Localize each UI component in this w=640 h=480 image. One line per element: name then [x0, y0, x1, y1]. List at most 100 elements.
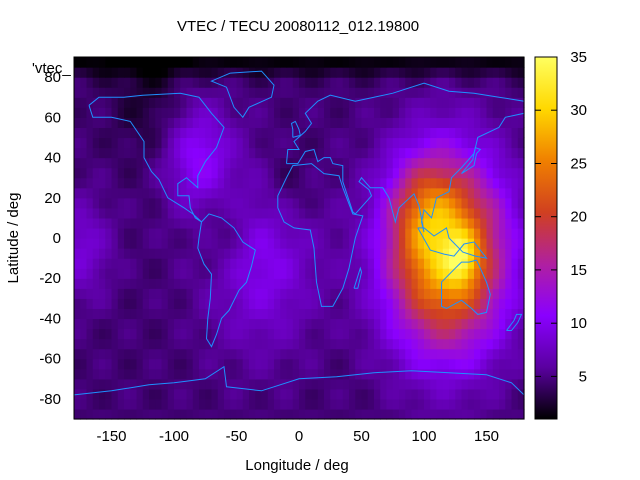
heat-cell — [286, 408, 294, 420]
heat-cell — [405, 187, 413, 199]
heat-cell — [299, 248, 306, 259]
heat-cell — [299, 197, 306, 209]
heat-cell — [224, 197, 231, 209]
heat-cell — [255, 187, 263, 199]
heat-cell — [92, 378, 100, 390]
heat-cell — [274, 308, 281, 320]
heat-cell — [242, 388, 250, 400]
heat-cell — [142, 348, 150, 360]
heat-cell — [299, 137, 306, 149]
heat-cell — [505, 167, 513, 179]
heat-cell — [286, 388, 294, 400]
heat-cell — [374, 368, 381, 380]
heat-cell — [205, 67, 213, 78]
heat-cell — [449, 57, 456, 68]
heat-cell — [317, 57, 325, 68]
heat-cell — [211, 147, 219, 159]
heat-cell — [461, 117, 469, 128]
heat-cell — [267, 268, 275, 279]
heat-cell — [130, 217, 138, 229]
heat-cell — [374, 248, 381, 259]
heat-cell — [211, 67, 219, 78]
heat-cell — [99, 157, 106, 169]
heat-cell — [486, 227, 494, 239]
heat-cell — [361, 67, 369, 78]
heat-cell — [174, 107, 181, 118]
heat-cell — [80, 137, 88, 149]
heat-cell — [280, 127, 288, 139]
heat-cell — [405, 368, 413, 380]
heat-cell — [455, 308, 463, 320]
heat-cell — [486, 117, 494, 128]
heat-cell — [411, 338, 419, 350]
heat-cell — [317, 288, 325, 299]
heat-cell — [392, 77, 400, 88]
heat-cell — [436, 318, 444, 330]
heat-cell — [217, 137, 225, 149]
heat-cell — [149, 368, 156, 380]
heat-cell — [492, 258, 500, 269]
heat-cell — [374, 207, 381, 219]
heat-cell — [405, 378, 413, 390]
heat-cell — [92, 107, 100, 118]
colorbar-tick-label: 30 — [570, 102, 587, 119]
heat-cell — [442, 378, 450, 390]
heat-cell — [255, 368, 263, 380]
heat-cell — [355, 298, 363, 309]
heat-cell — [355, 238, 363, 249]
heat-cell — [86, 77, 94, 88]
heat-cell — [499, 127, 506, 139]
heat-cell — [180, 187, 188, 199]
heat-cell — [374, 157, 381, 169]
heat-cell — [336, 127, 344, 139]
heat-cell — [142, 147, 150, 159]
heat-cell — [117, 167, 125, 179]
heat-cell — [480, 358, 488, 370]
heat-cell — [236, 368, 244, 380]
heat-cell — [224, 117, 231, 128]
heat-cell — [111, 227, 119, 239]
heat-cell — [386, 117, 394, 128]
heat-cell — [411, 288, 419, 299]
heat-cell — [367, 408, 375, 420]
heat-cell — [111, 328, 119, 340]
heat-cell — [305, 408, 313, 420]
heat-cell — [474, 338, 481, 350]
heat-cell — [167, 107, 175, 118]
heat-cell — [242, 328, 250, 340]
heat-cell — [130, 77, 138, 88]
heat-cell — [424, 408, 431, 420]
heat-cell — [305, 187, 313, 199]
heat-cell — [236, 217, 244, 229]
heat-cell — [136, 77, 144, 88]
heat-cell — [361, 137, 369, 149]
heat-cell — [317, 227, 325, 239]
heat-cell — [336, 177, 344, 189]
heat-cell — [199, 207, 206, 219]
heat-cell — [392, 378, 400, 390]
heat-cell — [355, 408, 363, 420]
heat-cell — [311, 238, 319, 249]
heat-cell — [205, 97, 213, 108]
y-axis-label: Latitude / deg — [5, 193, 22, 284]
heat-cell — [455, 77, 463, 88]
heat-cell — [124, 248, 131, 259]
heat-cell — [261, 398, 269, 410]
heat-cell — [499, 278, 506, 289]
heat-cell — [430, 187, 438, 199]
heat-cell — [274, 187, 281, 199]
heat-cell — [505, 238, 513, 249]
heat-cell — [211, 87, 219, 98]
heat-cell — [449, 207, 456, 219]
heat-cell — [211, 238, 219, 249]
heat-cell — [492, 187, 500, 199]
heat-cell — [336, 378, 344, 390]
heat-cell — [449, 298, 456, 309]
heat-cell — [511, 107, 519, 118]
heat-cell — [330, 408, 338, 420]
heat-cell — [86, 187, 94, 199]
heat-cell — [224, 318, 231, 330]
heat-cell — [430, 398, 438, 410]
heat-cell — [486, 107, 494, 118]
heat-cell — [461, 258, 469, 269]
